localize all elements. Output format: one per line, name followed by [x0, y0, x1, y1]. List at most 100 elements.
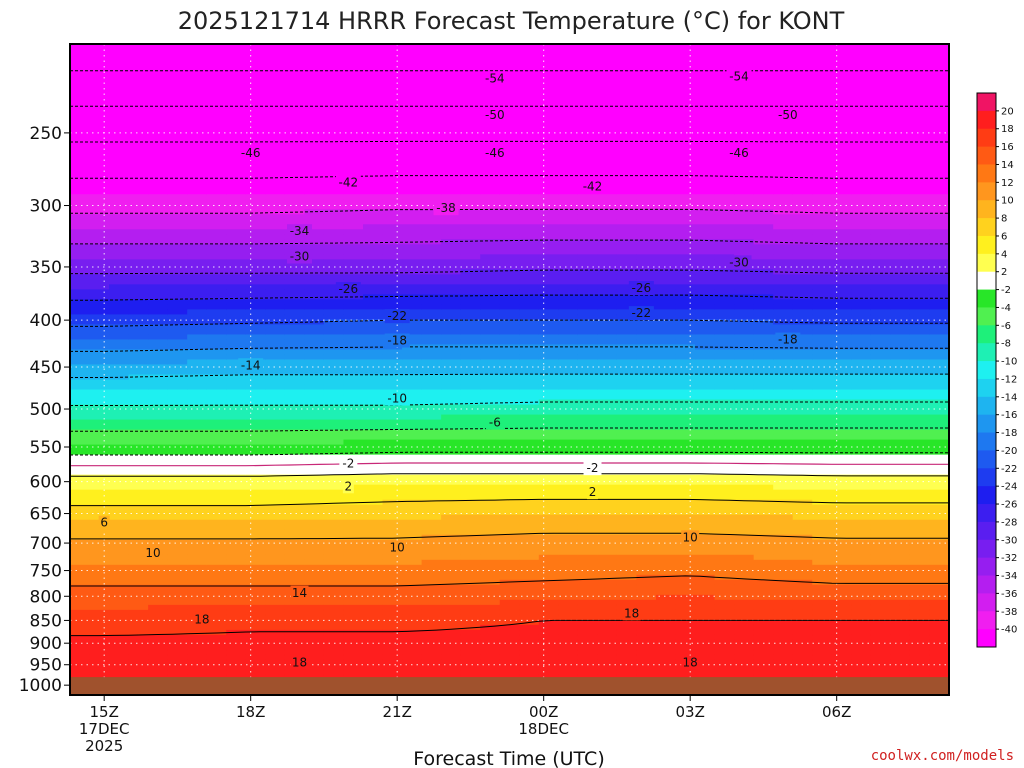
temperature-cell: [636, 149, 657, 155]
temperature-cell: [402, 89, 423, 95]
temperature-cell: [343, 144, 364, 150]
temperature-cell: [363, 554, 384, 561]
temperature-cell: [675, 144, 696, 150]
temperature-cell: [519, 614, 540, 621]
temperature-cell: [695, 154, 716, 160]
temperature-cell: [597, 324, 618, 331]
temperature-cell: [363, 599, 384, 606]
temperature-cell: [558, 334, 579, 341]
temperature-cell: [792, 514, 813, 521]
temperature-cell: [812, 309, 833, 316]
temperature-cell: [167, 169, 188, 175]
temperature-cell: [382, 384, 403, 391]
temperature-cell: [206, 219, 227, 225]
temperature-cell: [402, 139, 423, 145]
temperature-cell: [187, 179, 208, 185]
temperature-cell: [343, 304, 364, 311]
temperature-cell: [226, 644, 247, 651]
temperature-cell: [792, 544, 813, 551]
temperature-cell: [421, 559, 442, 566]
temperature-cell: [773, 564, 794, 571]
temperature-cell: [89, 429, 110, 436]
temperature-cell: [226, 204, 247, 210]
temperature-cell: [656, 539, 677, 546]
temperature-cell: [499, 644, 520, 651]
temperature-cell: [558, 199, 579, 205]
temperature-cell: [499, 364, 520, 371]
temperature-cell: [206, 229, 227, 235]
temperature-cell: [597, 624, 618, 631]
temperature-cell: [656, 529, 677, 536]
temperature-cell: [792, 349, 813, 356]
temperature-cell: [558, 254, 579, 260]
temperature-cell: [402, 434, 423, 441]
temperature-cell: [89, 529, 110, 536]
temperature-cell: [382, 204, 403, 210]
temperature-cell: [187, 369, 208, 376]
temperature-cell: [284, 154, 305, 160]
temperature-cell: [206, 369, 227, 376]
temperature-cell: [109, 584, 130, 591]
temperature-cell: [616, 239, 638, 245]
temperature-cell: [89, 484, 110, 491]
temperature-cell: [792, 289, 813, 295]
temperature-cell: [597, 149, 618, 155]
temperature-cell: [734, 574, 755, 581]
temperature-cell: [284, 174, 305, 180]
temperature-cell: [109, 559, 130, 566]
temperature-cell: [636, 494, 657, 501]
temperature-cell: [363, 659, 384, 666]
temperature-cell: [323, 144, 345, 150]
temperature-cell: [402, 54, 423, 60]
temperature-cell: [323, 179, 345, 185]
temperature-cell: [441, 279, 462, 285]
temperature-cell: [323, 569, 345, 576]
temperature-cell: [656, 234, 677, 240]
temperature-cell: [265, 564, 286, 571]
temperature-cell: [812, 224, 833, 230]
temperature-cell: [284, 384, 305, 391]
temperature-cell: [480, 89, 501, 95]
temperature-cell: [480, 614, 501, 621]
temperature-cell: [421, 304, 442, 311]
temperature-cell: [616, 244, 638, 250]
temperature-cell: [323, 114, 345, 120]
temperature-cell: [304, 144, 325, 150]
temperature-cell: [460, 69, 481, 75]
temperature-cell: [519, 204, 540, 210]
temperature-cell: [402, 164, 423, 170]
temperature-cell: [441, 329, 462, 336]
temperature-cell: [304, 259, 325, 265]
temperature-cell: [343, 294, 364, 300]
temperature-cell: [753, 584, 774, 591]
temperature-cell: [558, 349, 579, 356]
temperature-cell: [206, 339, 227, 346]
temperature-cell: [265, 514, 286, 521]
temperature-cell: [441, 564, 462, 571]
temperature-cell: [773, 514, 794, 521]
temperature-cell: [714, 419, 735, 426]
temperature-cell: [792, 54, 813, 60]
temperature-cell: [265, 539, 286, 546]
temperature-cell: [402, 654, 423, 661]
temperature-cell: [148, 104, 169, 110]
temperature-cell: [187, 419, 208, 426]
temperature-cell: [89, 164, 110, 170]
temperature-cell: [577, 154, 598, 160]
temperature-cell: [206, 434, 227, 441]
temperature-cell: [499, 329, 520, 336]
temperature-cell: [109, 649, 130, 656]
temperature-cell: [460, 249, 481, 255]
temperature-cell: [206, 314, 227, 321]
temperature-cell: [323, 599, 345, 606]
temperature-cell: [773, 409, 794, 416]
temperature-cell: [519, 114, 540, 120]
temperature-cell: [519, 119, 540, 125]
temperature-cell: [695, 629, 716, 636]
temperature-cell: [558, 44, 579, 50]
temperature-cell: [323, 94, 345, 100]
temperature-cell: [304, 344, 325, 351]
temperature-cell: [206, 654, 227, 661]
temperature-cell: [695, 579, 716, 586]
temperature-cell: [656, 309, 677, 316]
